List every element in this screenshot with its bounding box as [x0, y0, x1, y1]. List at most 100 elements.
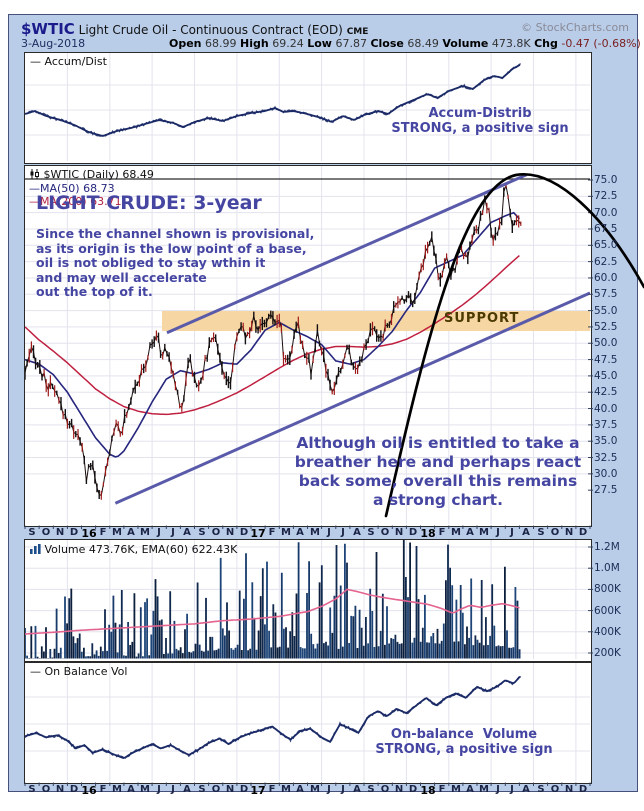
month-axis-label: 16 — [81, 527, 97, 540]
month-axis-label: M — [310, 527, 320, 538]
price-axis-label: 32.5 — [594, 452, 618, 464]
month-axis-label: O — [211, 784, 221, 795]
month-axis-label: O — [211, 527, 221, 538]
bar-chart-icon — [30, 544, 41, 557]
month-axis-label: M — [310, 784, 320, 795]
month-axis-label: A — [466, 784, 474, 795]
month-axis-label: N — [564, 784, 574, 795]
main-symbol-legend: $WTIC (Daily) 68.49 — [43, 168, 154, 181]
month-axis-label: S — [198, 784, 206, 795]
price-axis-label: 72.5 — [594, 190, 618, 202]
month-axis-label: A — [466, 527, 474, 538]
month-axis-label: O — [380, 784, 390, 795]
symbol-ticker: $WTIC — [21, 20, 75, 38]
price-axis-label: 37.5 — [594, 419, 618, 431]
close-value: 68.49 — [407, 37, 439, 50]
main-title: LIGHT CRUDE: 3-year — [36, 192, 262, 214]
volume-legend-label: Volume 473.76K, EMA(60) 622.43K — [44, 543, 238, 556]
month-axis-label: N — [394, 784, 404, 795]
price-axis-label: 45.0 — [594, 370, 618, 382]
month-axis-label: S — [537, 527, 545, 538]
month-axis-label: J — [157, 784, 161, 795]
volume-axis-label: 1.0M — [594, 562, 620, 574]
month-axis-label: 18 — [420, 784, 436, 797]
accum-legend: — Accum/Dist — [30, 55, 107, 68]
month-axis-label: N — [225, 784, 235, 795]
month-axis-label: A — [127, 527, 135, 538]
month-axis-label: J — [341, 784, 345, 795]
month-axis-label: F — [438, 784, 446, 795]
price-axis-label: 67.5 — [594, 223, 618, 235]
legend-dash-icon: — — [30, 665, 41, 678]
obv-legend-label: On Balance Vol — [44, 665, 128, 678]
month-axis-label: M — [112, 527, 122, 538]
price-axis-label: 55.0 — [594, 305, 618, 317]
month-axis-label: O — [380, 527, 390, 538]
price-axis-label: 47.5 — [594, 354, 618, 366]
month-axis-label: D — [578, 527, 588, 538]
month-axis-label: J — [496, 784, 500, 795]
obv-panel — [24, 662, 592, 784]
month-axis-label: J — [327, 784, 331, 795]
low-label: Low — [307, 37, 332, 50]
month-axis-label: D — [578, 784, 588, 795]
volume-panel — [24, 539, 592, 662]
price-axis-label: 50.0 — [594, 337, 618, 349]
symbol-description: Light Crude Oil - Continuous Contract (E… — [78, 23, 343, 37]
month-axis-label: O — [550, 784, 560, 795]
month-axis-label: D — [239, 784, 249, 795]
month-axis-label: J — [327, 527, 331, 538]
month-axis-label: O — [550, 527, 560, 538]
month-axis-label: J — [510, 784, 514, 795]
price-axis-label: 70.0 — [594, 207, 618, 219]
price-axis-label: 52.5 — [594, 321, 618, 333]
ma50-legend: —MA(50) 68.73 — [29, 182, 115, 195]
month-axis-label: J — [496, 527, 500, 538]
month-axis-label: J — [510, 527, 514, 538]
month-axis-label: A — [127, 784, 135, 795]
month-axis-label: A — [296, 784, 304, 795]
price-axis-label: 30.0 — [594, 468, 618, 480]
support-label: SUPPORT — [444, 311, 520, 326]
month-axis-label: 16 — [81, 784, 97, 797]
month-axis-label: N — [55, 527, 65, 538]
month-axis-label: M — [451, 527, 461, 538]
month-axis-label: M — [479, 527, 489, 538]
volume-axis-label: 800K — [594, 583, 621, 595]
main-legend: $WTIC (Daily) 68.49 —MA(50) 68.73 —MA(20… — [29, 168, 154, 208]
chg-value: -0.47 (-0.68%) — [561, 37, 641, 50]
month-axis-label: J — [341, 527, 345, 538]
month-axis-label: S — [367, 784, 375, 795]
price-axis-label: 35.0 — [594, 435, 618, 447]
price-axis-label: 42.5 — [594, 386, 618, 398]
month-axis-label: J — [157, 527, 161, 538]
high-label: High — [240, 37, 269, 50]
price-axis-label: 40.0 — [594, 403, 618, 415]
month-axis-label: F — [99, 527, 107, 538]
obv-legend: — On Balance Vol — [30, 665, 127, 678]
obv-annotation: On-balance Volume STRONG, a positive sig… — [375, 727, 553, 757]
month-axis-label: 18 — [420, 527, 436, 540]
month-axis-label: A — [353, 527, 361, 538]
month-axis-label: A — [183, 527, 191, 538]
month-axis-label: M — [140, 784, 150, 795]
chart-date: 3-Aug-2018 — [21, 37, 86, 50]
volume-axis-label: 400K — [594, 626, 621, 638]
month-axis-label: M — [112, 784, 122, 795]
ma200-legend: —MA(200) 63.71 — [29, 195, 122, 208]
high-value: 69.24 — [272, 37, 304, 50]
month-axis-label: O — [41, 784, 51, 795]
accum-annotation: Accum-Distrib STRONG, a positive sign — [391, 106, 569, 136]
month-axis-label: N — [225, 527, 235, 538]
month-axis-label: A — [353, 784, 361, 795]
chart-header-line1: $WTIC Light Crude Oil - Continuous Contr… — [21, 20, 368, 38]
month-axis-label: S — [367, 527, 375, 538]
price-axis-label: 75.0 — [594, 174, 618, 186]
volume-axis-label: 1.2M — [594, 541, 620, 553]
volume-label: Volume — [442, 37, 489, 50]
accum-legend-label: Accum/Dist — [44, 55, 107, 68]
volume-legend: Volume 473.76K, EMA(60) 622.43K — [30, 543, 237, 557]
close-label: Close — [370, 37, 404, 50]
copyright-label: © StockCharts.com — [521, 21, 629, 34]
